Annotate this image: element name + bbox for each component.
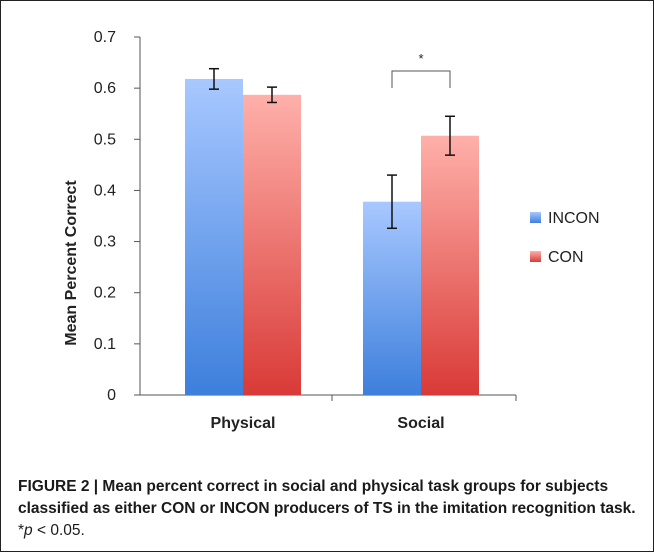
- legend-label-incon: INCON: [548, 210, 600, 227]
- y-tick-label: 0.2: [94, 285, 116, 302]
- y-tick-label: 0.4: [94, 182, 116, 199]
- legend-swatch-con: [530, 251, 541, 262]
- bar-con-social: [421, 135, 479, 395]
- y-tick-label: 0.3: [94, 234, 116, 251]
- caption-significance-note: *p < 0.05.: [18, 522, 85, 539]
- figure-caption: FIGURE 2 | Mean percent correct in socia…: [18, 476, 638, 546]
- y-axis-label: Mean Percent Correct: [63, 180, 80, 346]
- x-category-label: Physical: [211, 415, 276, 432]
- legend-label-con: CON: [548, 249, 584, 266]
- significance-bracket: [391, 70, 451, 88]
- y-tick-label: 0.6: [94, 80, 116, 97]
- bar-chart: 0 0.1 0.2 0.3 0.4 0.5 0.6 0.7 Physical Social * INC…: [63, 29, 600, 432]
- y-tick-label: 0.1: [94, 336, 116, 353]
- bar-incon-social: [363, 201, 421, 395]
- x-category-label: Social: [397, 415, 444, 432]
- caption-lead: FIGURE 2 | Mean percent correct in socia…: [18, 478, 636, 517]
- y-tick-label: 0.7: [94, 29, 116, 46]
- bar-con-physical: [243, 94, 301, 395]
- legend-swatch-incon: [530, 212, 541, 223]
- bar-incon-physical: [185, 78, 243, 396]
- significance-marker: *: [418, 51, 423, 66]
- y-tick-label: 0: [107, 387, 116, 404]
- y-tick-label: 0.5: [94, 131, 116, 148]
